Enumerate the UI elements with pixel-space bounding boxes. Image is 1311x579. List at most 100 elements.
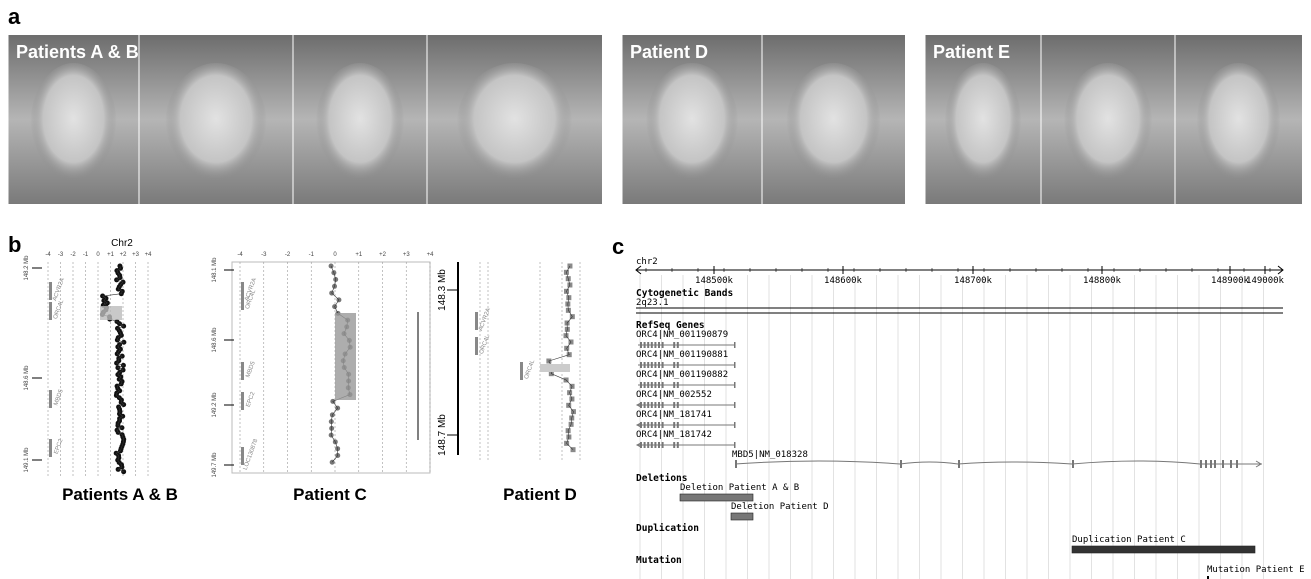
photo-face xyxy=(1197,63,1281,187)
x-tick-label: +4 xyxy=(427,252,435,258)
exon xyxy=(1230,460,1232,468)
panel-label: c xyxy=(612,234,624,259)
gene-label: LOC130878 xyxy=(243,438,260,471)
exon xyxy=(654,362,656,368)
x-tick-label: +2 xyxy=(379,252,387,258)
photo-face xyxy=(457,63,573,187)
exon xyxy=(658,402,660,408)
gene-box xyxy=(241,362,244,380)
exon xyxy=(735,460,737,468)
exon xyxy=(900,460,902,468)
exon xyxy=(662,402,664,408)
transcript-label: MBD5|NM_018328 xyxy=(732,450,808,460)
exon xyxy=(647,422,649,428)
exon xyxy=(677,362,679,368)
panel-label: a xyxy=(8,4,21,29)
photo-group-label: Patients A & B xyxy=(16,42,139,62)
x-tick-label: +3 xyxy=(403,252,411,258)
exon xyxy=(644,422,646,428)
gene-box xyxy=(520,362,523,380)
x-tick-label: -1 xyxy=(309,252,315,258)
x-tick-label: 0 xyxy=(333,252,337,258)
exon xyxy=(654,442,656,448)
feature-bar xyxy=(1072,546,1255,553)
tick-label: 148800k xyxy=(1083,276,1122,286)
gene-label: MBD5 xyxy=(53,388,65,406)
mb-label: 148.7 Mb xyxy=(437,414,448,456)
exon xyxy=(734,442,736,448)
exon xyxy=(673,442,675,448)
feature-label: Mutation Patient E xyxy=(1207,565,1305,575)
feature-label: Deletion Patient A & B xyxy=(680,483,799,493)
gene-label: ORC4L xyxy=(524,359,537,380)
photo-group-label: Patient D xyxy=(630,42,708,62)
mb-label: 148.6 Mb xyxy=(24,365,30,391)
feature-label: Deletion Patient D xyxy=(731,502,829,512)
exon xyxy=(673,402,675,408)
exon xyxy=(662,382,664,388)
exon xyxy=(644,442,646,448)
exon xyxy=(1222,460,1224,468)
mb-label: 149.2 Mb xyxy=(212,392,218,418)
photo-face xyxy=(165,63,267,187)
feature-bar xyxy=(680,494,753,501)
track-title: Duplication xyxy=(636,523,699,534)
mb-label: 148.2 Mb xyxy=(24,255,30,281)
exon xyxy=(651,342,653,348)
exon xyxy=(647,442,649,448)
exon xyxy=(1200,460,1202,468)
exon xyxy=(673,342,675,348)
exon xyxy=(673,362,675,368)
feature-bar xyxy=(731,513,753,520)
x-tick-label: -3 xyxy=(58,252,64,258)
exon xyxy=(1214,460,1216,468)
exon xyxy=(677,442,679,448)
exon xyxy=(640,342,642,348)
gene-box xyxy=(241,447,244,465)
gene-label: ACVR2A xyxy=(52,277,66,302)
exon xyxy=(1210,460,1212,468)
exon xyxy=(658,382,660,388)
exon xyxy=(644,362,646,368)
exon xyxy=(1072,460,1074,468)
x-tick-label: 0 xyxy=(96,252,100,258)
exon xyxy=(1205,460,1207,468)
plot-title: Patient C xyxy=(293,485,367,504)
x-tick-label: -4 xyxy=(45,252,51,258)
photo-face xyxy=(786,63,880,187)
exon xyxy=(677,402,679,408)
call-region xyxy=(540,364,570,372)
feature-label: Duplication Patient C xyxy=(1072,535,1186,545)
exon xyxy=(651,382,653,388)
tick-label: 148600k xyxy=(824,276,863,286)
gene-label: EPC2 xyxy=(54,438,65,455)
exon xyxy=(734,362,736,368)
figure: aPatients A & BPatient DPatient EbChr2-4… xyxy=(0,0,1311,579)
mb-label: 148.1 Mb xyxy=(212,257,218,283)
exon xyxy=(958,460,960,468)
gene-box xyxy=(475,312,478,330)
gene-box xyxy=(241,392,244,410)
exon xyxy=(734,342,736,348)
x-tick-label: -1 xyxy=(83,252,89,258)
exon xyxy=(651,362,653,368)
chrom-label: Chr2 xyxy=(111,238,133,249)
exon xyxy=(673,422,675,428)
transcript-label: ORC4|NM_181741 xyxy=(636,410,712,420)
track-title: Mutation xyxy=(636,555,682,566)
x-tick-label: +4 xyxy=(145,252,153,258)
intron xyxy=(735,461,1262,464)
exon xyxy=(677,342,679,348)
gene-box xyxy=(49,439,52,457)
exon xyxy=(647,402,649,408)
exon xyxy=(662,442,664,448)
x-tick-label: -3 xyxy=(261,252,267,258)
plot-frame xyxy=(455,262,600,460)
tick-label: 148700k xyxy=(954,276,993,286)
exon xyxy=(658,422,660,428)
plot-title: Patients A & B xyxy=(62,485,178,504)
exon xyxy=(677,422,679,428)
gene-box xyxy=(475,337,478,355)
exon xyxy=(651,422,653,428)
transcript-label: ORC4|NM_181742 xyxy=(636,430,712,440)
